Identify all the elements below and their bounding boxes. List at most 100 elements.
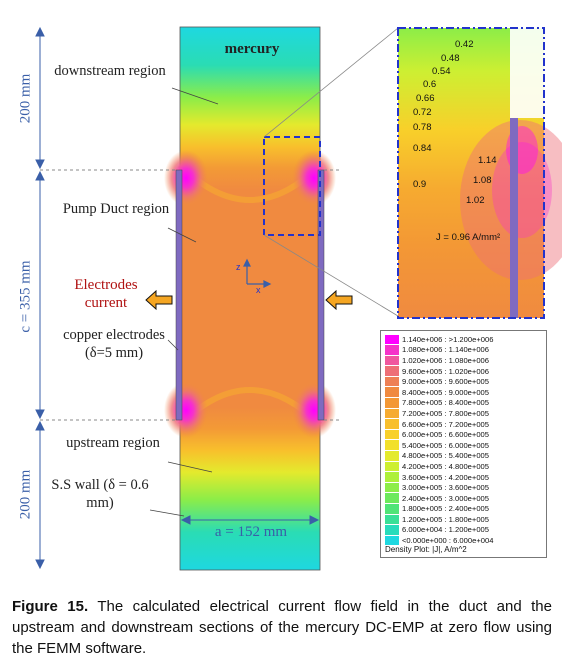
contour-label: 1.08 bbox=[473, 175, 492, 186]
legend-item: 1.080e+006 : 1.140e+006 bbox=[385, 345, 546, 356]
contour-label: 0.72 bbox=[413, 107, 432, 118]
contour-label: 1.14 bbox=[478, 155, 497, 166]
label-downstream: downstream region bbox=[54, 63, 166, 79]
legend-item: 9.000e+005 : 9.600e+005 bbox=[385, 376, 546, 387]
legend-item: <0.000e+000 : 6.000e+004 bbox=[385, 535, 546, 546]
legend-swatch bbox=[385, 440, 399, 451]
legend-range: 1.020e+006 : 1.080e+006 bbox=[402, 355, 489, 365]
legend-item: 8.400e+005 : 9.000e+005 bbox=[385, 387, 546, 398]
legend-swatch bbox=[385, 387, 399, 398]
legend-item: 3.600e+005 : 4.200e+005 bbox=[385, 472, 546, 483]
caption-text: The calculated electrical current flow f… bbox=[12, 598, 552, 657]
zoom-inset bbox=[397, 27, 562, 319]
label-copper-electrodes: copper electrodes (δ=5 mm) bbox=[63, 327, 165, 361]
legend-item: 1.200e+005 : 1.800e+005 bbox=[385, 514, 546, 525]
legend-swatch bbox=[385, 451, 399, 461]
legend-item: 6.000e+004 : 1.200e+005 bbox=[385, 525, 546, 536]
legend-swatch bbox=[385, 514, 399, 525]
legend-item: 2.400e+005 : 3.000e+005 bbox=[385, 493, 546, 504]
axis-icon bbox=[243, 258, 272, 288]
legend-item: 6.600e+005 : 7.200e+005 bbox=[385, 419, 546, 430]
legend-range: 1.800e+005 : 2.400e+005 bbox=[402, 504, 489, 514]
legend-swatch bbox=[385, 461, 399, 472]
legend-item: 1.020e+006 : 1.080e+006 bbox=[385, 355, 546, 366]
legend-item: 5.400e+005 : 6.000e+005 bbox=[385, 440, 546, 451]
legend-range: 3.000e+005 : 3.600e+005 bbox=[402, 483, 489, 493]
legend-range: 8.400e+005 : 9.000e+005 bbox=[402, 387, 489, 397]
contour-label: 0.84 bbox=[413, 143, 432, 154]
legend-range: 4.200e+005 : 4.800e+005 bbox=[402, 461, 489, 471]
legend-swatch bbox=[385, 482, 399, 493]
contour-label: 0.78 bbox=[413, 122, 432, 133]
legend-range: 1.200e+005 : 1.800e+005 bbox=[402, 514, 489, 524]
legend-item: 4.800e+005 : 5.400e+005 bbox=[385, 451, 546, 462]
legend-swatch bbox=[385, 493, 399, 503]
dimension-bottom: 200 mm bbox=[17, 469, 34, 520]
legend-range: 7.200e+005 : 7.800e+005 bbox=[402, 408, 489, 418]
legend-item: 7.200e+005 : 7.800e+005 bbox=[385, 408, 546, 419]
label-ss-wall: S.S wall (δ = 0.6 mm) bbox=[51, 477, 149, 511]
legend-swatch bbox=[385, 504, 399, 514]
dimension-top: 200 mm bbox=[17, 73, 34, 124]
legend-swatch bbox=[385, 334, 399, 345]
legend-item: 6.000e+005 : 6.600e+005 bbox=[385, 429, 546, 440]
zoom-source-box bbox=[263, 136, 321, 236]
legend-item: 3.000e+005 : 3.600e+005 bbox=[385, 482, 546, 493]
legend-swatch bbox=[385, 366, 399, 376]
legend-item: 4.200e+005 : 4.800e+005 bbox=[385, 461, 546, 472]
legend-item: 9.600e+005 : 1.020e+006 bbox=[385, 366, 546, 377]
legend-swatch bbox=[385, 535, 399, 546]
legend-swatch bbox=[385, 345, 399, 355]
axis-x-label: x bbox=[256, 285, 261, 295]
label-duct: Pump Duct region bbox=[62, 201, 170, 217]
contour-label: 0.42 bbox=[455, 39, 474, 50]
contour-label: 0.48 bbox=[441, 53, 460, 64]
legend-swatch bbox=[385, 472, 399, 482]
legend-range: 6.000e+005 : 6.600e+005 bbox=[402, 430, 489, 440]
legend-swatch bbox=[385, 376, 399, 387]
legend-range: 6.600e+005 : 7.200e+005 bbox=[402, 419, 489, 429]
legend-swatch bbox=[385, 419, 399, 429]
legend-range: 6.000e+004 : 1.200e+005 bbox=[402, 525, 489, 535]
hotspot-bottom-left bbox=[164, 382, 208, 438]
legend-swatch bbox=[385, 398, 399, 408]
legend-item: 7.800e+005 : 8.400e+005 bbox=[385, 398, 546, 409]
legend-range: 1.080e+006 : 1.140e+006 bbox=[402, 345, 489, 355]
width-arrow bbox=[180, 515, 320, 525]
legend-swatch bbox=[385, 355, 399, 366]
legend: 1.140e+006 : >1.200e+006 1.080e+006 : 1.1… bbox=[380, 330, 547, 558]
dimension-arrows bbox=[35, 26, 45, 570]
legend-item: 1.800e+005 : 2.400e+005 bbox=[385, 504, 546, 515]
figure-caption: Figure 15. The calculated electrical cur… bbox=[12, 596, 552, 659]
label-width: a = 152 mm bbox=[214, 524, 288, 540]
electrode-right bbox=[317, 169, 325, 421]
legend-range: 4.800e+005 : 5.400e+005 bbox=[402, 451, 489, 461]
legend-range: <0.000e+000 : 6.000e+004 bbox=[402, 536, 494, 546]
contour-label: 0.66 bbox=[416, 93, 435, 104]
electrode-left bbox=[175, 169, 183, 421]
contour-label: 0.6 bbox=[423, 79, 437, 90]
legend-title: Density Plot: |J|, A/m^2 bbox=[385, 545, 467, 554]
legend-swatch bbox=[385, 408, 399, 419]
legend-swatch bbox=[385, 429, 399, 440]
legend-range: 3.600e+005 : 4.200e+005 bbox=[402, 472, 489, 482]
legend-range: 7.800e+005 : 8.400e+005 bbox=[402, 398, 489, 408]
label-electrodes-current: Electrodes current bbox=[74, 277, 138, 311]
plot-title: mercury bbox=[224, 41, 280, 57]
hotspot-bottom-right bbox=[292, 382, 336, 438]
contour-label: 0.9 bbox=[413, 179, 427, 190]
duct-field bbox=[179, 26, 321, 571]
dimension-middle: c = 355 mm bbox=[17, 260, 34, 333]
legend-range: 1.140e+006 : >1.200e+006 bbox=[402, 334, 494, 344]
legend-range: 5.400e+005 : 6.000e+005 bbox=[402, 440, 489, 450]
current-arrow-left bbox=[145, 289, 173, 311]
density-label: J = 0.96 A/mm² bbox=[436, 232, 501, 243]
legend-item: 1.140e+006 : >1.200e+006 bbox=[385, 334, 546, 345]
legend-swatch bbox=[385, 525, 399, 535]
legend-range: 9.000e+005 : 9.600e+005 bbox=[402, 377, 489, 387]
contour-label: 1.02 bbox=[466, 195, 485, 206]
legend-range: 9.600e+005 : 1.020e+006 bbox=[402, 366, 489, 376]
label-upstream: upstream region bbox=[66, 435, 160, 451]
hotspot-top-left bbox=[164, 150, 208, 206]
current-arrow-right bbox=[325, 289, 353, 311]
